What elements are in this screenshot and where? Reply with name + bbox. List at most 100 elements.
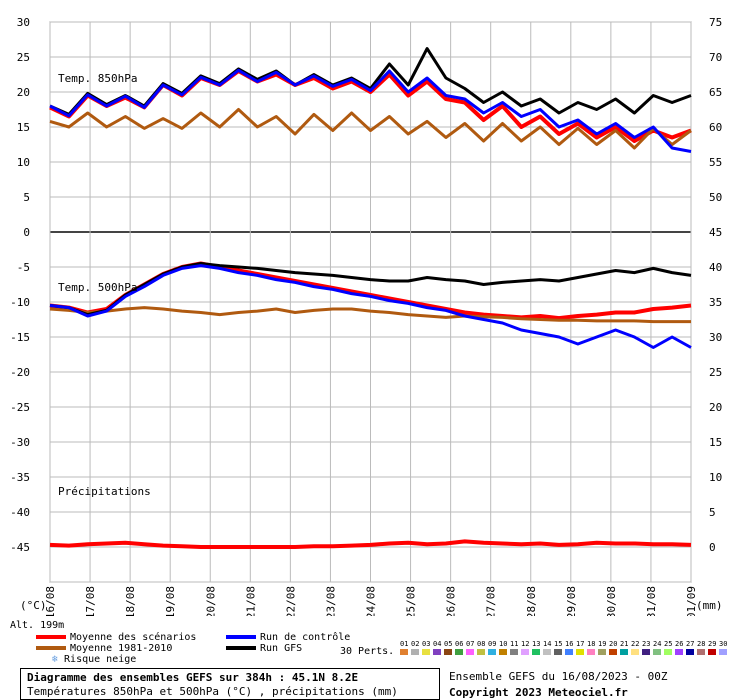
perturbation-swatch — [631, 649, 639, 655]
perturbation-id: 09 — [488, 640, 497, 648]
left-tick-label: 0 — [23, 226, 30, 239]
perturbation-swatch — [444, 649, 452, 655]
legend-item-control: Run de contrôle — [226, 632, 350, 643]
perturbation-id: 11 — [510, 640, 519, 648]
perturbation-id: 27 — [686, 640, 695, 648]
legend-item-gfs: Run GFS — [226, 643, 302, 654]
perturbation-swatch — [653, 649, 661, 655]
perturbation-swatch — [620, 649, 628, 655]
legend-swatch-mean — [36, 635, 66, 639]
left-tick-label: 5 — [23, 191, 30, 204]
panel-label-500: Temp. 500hPa — [58, 281, 137, 294]
legend-swatch-gfs — [226, 646, 256, 650]
perturbation-swatch — [477, 649, 485, 655]
x-tick-label: 31/08 — [645, 586, 658, 616]
perturbation-swatch — [543, 649, 551, 655]
legend-label-control: Run de contrôle — [260, 632, 351, 643]
chart-title-box: Diagramme des ensembles GEFS sur 384h : … — [20, 668, 440, 700]
perturbation-swatch — [488, 649, 496, 655]
right-tick-label-850: 65 — [709, 86, 722, 99]
left-axis-unit: (°C) — [20, 599, 47, 612]
perturbation-id: 02 — [411, 640, 420, 648]
perturbation-swatch — [466, 649, 474, 655]
perturbation-id: 07 — [466, 640, 475, 648]
perturbation-swatch — [697, 649, 705, 655]
left-tick-label: -15 — [10, 331, 30, 344]
perturbation-swatch — [708, 649, 716, 655]
perturbation-id: 22 — [631, 640, 640, 648]
perturbation-id: 14 — [543, 640, 552, 648]
left-tick-label: -45 — [10, 541, 30, 554]
right-tick-label-500: 30 — [709, 331, 722, 344]
perturbation-id: 10 — [499, 640, 508, 648]
legend-item-climate: Moyenne 1981-2010 — [36, 643, 172, 654]
series-layer — [49, 47, 692, 549]
x-tick-label: 29/08 — [565, 586, 578, 616]
perturbation-swatch — [664, 649, 672, 655]
perturbation-id: 20 — [609, 640, 618, 648]
left-tick-label: 20 — [17, 86, 30, 99]
x-tick-label: 24/08 — [365, 586, 378, 616]
right-tick-label-500: 5 — [709, 506, 716, 519]
perturbation-id: 15 — [554, 640, 563, 648]
perturbation-swatch — [455, 649, 463, 655]
x-tick-label: 25/08 — [405, 586, 418, 616]
legend-label-gfs: Run GFS — [260, 643, 303, 654]
perturbation-id: 25 — [664, 640, 673, 648]
perturbation-id: 04 — [433, 640, 442, 648]
left-tick-label: -20 — [10, 366, 30, 379]
right-tick-label-850: 70 — [709, 51, 722, 64]
right-tick-label-500: 25 — [709, 366, 722, 379]
perturbation-swatch — [598, 649, 606, 655]
perturbation-id: 08 — [477, 640, 486, 648]
perturbation-id: 16 — [565, 640, 574, 648]
legend-label-snow: Risque neige — [64, 654, 137, 665]
right-tick-label-500: 45 — [709, 226, 722, 239]
perturbation-swatch — [576, 649, 584, 655]
left-tick-label: -10 — [10, 296, 30, 309]
perturbation-id: 26 — [675, 640, 684, 648]
panel-label-precip: Précipitations — [58, 485, 151, 498]
right-tick-label-500: 10 — [709, 471, 722, 484]
legend-label-climate: Moyenne 1981-2010 — [70, 643, 173, 654]
x-tick-label: 21/08 — [244, 586, 257, 616]
x-tick-label: 16/08 — [44, 586, 57, 616]
perturbation-swatch — [609, 649, 617, 655]
perturbation-swatch — [521, 649, 529, 655]
right-tick-label-500: 0 — [709, 541, 716, 554]
left-tick-label: -35 — [10, 471, 30, 484]
x-tick-label: 22/08 — [284, 586, 297, 616]
x-tick-label: 18/08 — [124, 586, 137, 616]
legend-swatch-control — [226, 635, 256, 639]
panel-label-850: Temp. 850hPa — [58, 72, 137, 85]
perturbation-id: 29 — [708, 640, 717, 648]
left-tick-label: 30 — [17, 16, 30, 29]
perturbation-swatch — [686, 649, 694, 655]
right-axis-unit: (mm) — [696, 599, 723, 612]
perturbation-id: 05 — [444, 640, 453, 648]
right-tick-label-850: 60 — [709, 121, 722, 134]
left-tick-label: -40 — [10, 506, 30, 519]
perturbation-swatch — [433, 649, 441, 655]
left-tick-label: 10 — [17, 156, 30, 169]
perturbation-id: 28 — [697, 640, 706, 648]
perturbation-id: 13 — [532, 640, 541, 648]
perturbation-swatch — [510, 649, 518, 655]
x-tick-label: 28/08 — [525, 586, 538, 616]
left-tick-label: -5 — [17, 261, 30, 274]
perturbation-swatch — [719, 649, 727, 655]
right-tick-label-850: 50 — [709, 191, 722, 204]
left-axis-ticks: 30 25 20 15 10 5 0 -5 -10 -15 -20 -25 -30 -35 -40 -45 — [10, 16, 30, 554]
perturbation-swatch — [587, 649, 595, 655]
perturbation-id: 06 — [455, 640, 464, 648]
left-tick-label: 15 — [17, 121, 30, 134]
perturbation-swatch — [400, 649, 408, 655]
legend-item-snow: ❄ Risque neige — [52, 654, 136, 665]
perturbation-swatch — [642, 649, 650, 655]
perturbation-id: 23 — [642, 640, 651, 648]
series-line — [49, 539, 692, 549]
perturbation-id: 18 — [587, 640, 596, 648]
altitude-label: Alt. 199m — [10, 620, 65, 631]
right-tick-label-500: 15 — [709, 436, 722, 449]
